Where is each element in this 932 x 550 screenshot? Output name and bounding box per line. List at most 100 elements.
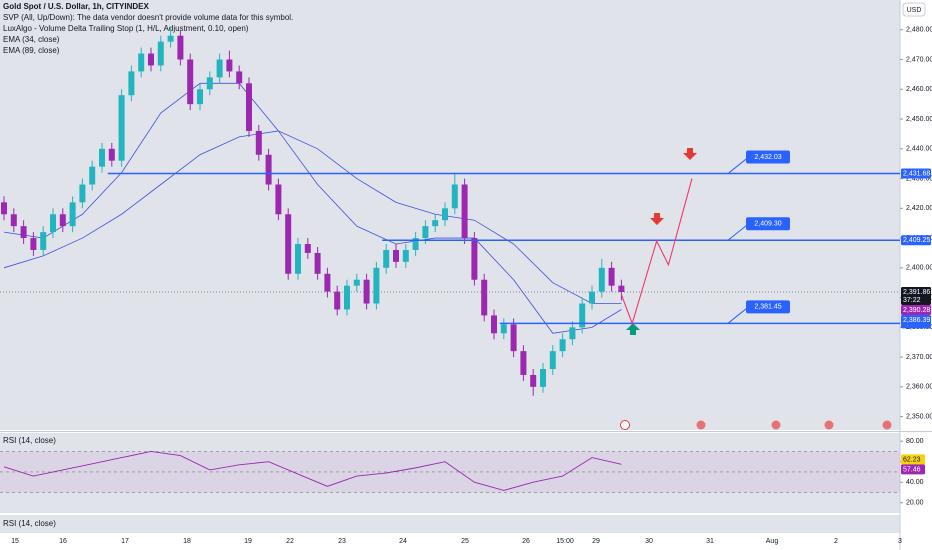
event-icon[interactable] xyxy=(620,420,630,430)
candle-body xyxy=(138,53,145,72)
level-target: 2,432.03 xyxy=(754,154,781,161)
x-tick-label: Aug xyxy=(766,538,779,545)
candle-body xyxy=(422,226,429,239)
candle-body xyxy=(226,59,233,72)
candle-body xyxy=(108,148,115,161)
up-arrow xyxy=(626,323,640,335)
down-arrow xyxy=(683,148,697,160)
x-tick-label: 18 xyxy=(183,538,191,545)
candle-body xyxy=(89,166,96,185)
countdown: 37:22 xyxy=(903,297,921,304)
y-tick-label: 2,470.00 xyxy=(906,56,932,63)
candle-body xyxy=(187,59,194,105)
currency: USD xyxy=(907,7,922,14)
candle-body xyxy=(79,184,86,203)
rsi-tag xyxy=(901,464,925,475)
candle-body xyxy=(1,202,7,215)
last-price-label: 2,391.86 xyxy=(903,289,930,296)
event-icon[interactable] xyxy=(824,420,834,430)
candle-body xyxy=(285,214,292,274)
y-tick-label: 2,450.00 xyxy=(906,116,932,123)
x-tick-label: 2 xyxy=(834,538,838,545)
candle-body xyxy=(69,202,76,227)
candle-body xyxy=(246,83,252,131)
x-tick-label: 24 xyxy=(399,538,407,545)
candle-body xyxy=(402,249,409,262)
candle-body xyxy=(432,220,439,227)
x-tick-label: 22 xyxy=(286,538,294,545)
rsi-title: RSI (14, close) xyxy=(3,436,56,445)
candle-body xyxy=(255,130,262,155)
axis-tag-label: 2,386.39 xyxy=(903,317,930,324)
candle-body xyxy=(265,154,272,185)
down-arrow xyxy=(650,213,664,225)
last-price-tag xyxy=(901,287,931,306)
candle-body xyxy=(618,285,625,293)
candle-body xyxy=(30,238,37,250)
candle-body xyxy=(471,238,478,280)
projection-path xyxy=(620,178,693,326)
candle-body xyxy=(40,232,47,250)
candle-body xyxy=(383,249,390,268)
candle-body xyxy=(373,267,380,304)
candle-body xyxy=(334,291,341,310)
level-tag-label: 2,431.68 xyxy=(903,170,930,177)
x-tick-label: 16 xyxy=(59,538,67,545)
title: Gold Spot / U.S. Dollar, 1h, CITYINDEX xyxy=(3,2,149,11)
rsi-pane-2 xyxy=(0,515,900,533)
indicator: LuxAlgo - Volume Delta Trailing Stop (1,… xyxy=(3,24,249,33)
candle-body xyxy=(236,71,243,84)
y-tick-label: 2,370.00 xyxy=(906,354,932,361)
level-tag xyxy=(901,235,931,246)
arrows xyxy=(650,148,697,225)
candle-body xyxy=(344,285,350,310)
level-target-box xyxy=(746,150,790,164)
x-tick-label: 30 xyxy=(645,538,653,545)
y-tick-label: 2,400.00 xyxy=(906,265,932,272)
x-tick-label: 17 xyxy=(121,538,129,545)
level-target: 2,381.45 xyxy=(754,304,781,311)
candle-body xyxy=(50,214,56,233)
y-tick-label: 2,360.00 xyxy=(906,384,932,391)
event-icon[interactable] xyxy=(771,420,781,430)
candle-body xyxy=(589,291,595,304)
rsi-tag-label: 57.46 xyxy=(903,466,921,473)
rsi-tag-label: 62.23 xyxy=(903,456,921,463)
candle-body xyxy=(197,89,203,105)
y-tick-label: 2,480.00 xyxy=(906,27,932,34)
candle-body xyxy=(177,35,184,60)
candle-body xyxy=(530,374,537,387)
candle-body xyxy=(461,184,468,239)
candle-body xyxy=(20,226,27,239)
candle-body xyxy=(206,77,213,90)
y-tick-label: 2,460.00 xyxy=(906,86,932,93)
indicator: EMA (34, close) xyxy=(3,35,60,44)
candle-body xyxy=(412,238,419,250)
level-connector xyxy=(727,157,749,174)
candle-body xyxy=(324,273,331,292)
event-icon[interactable] xyxy=(696,420,706,430)
x-tick-label: 15 xyxy=(11,538,19,545)
currency-button[interactable] xyxy=(902,2,926,17)
event-icon[interactable] xyxy=(882,420,892,430)
indicator: EMA (89, close) xyxy=(3,46,60,55)
candle-body xyxy=(148,53,154,66)
candle-body xyxy=(569,327,576,340)
candle-body xyxy=(216,59,223,78)
axis-tag xyxy=(901,315,931,326)
x-tick-label: 26 xyxy=(522,538,530,545)
candle-body xyxy=(295,244,301,274)
y-tick-label: 2,350.00 xyxy=(906,413,932,420)
indicator: SVP (All, Up/Down): The data vendor does… xyxy=(3,13,293,22)
candle-body xyxy=(59,214,66,227)
candle-body xyxy=(167,35,174,42)
candle-body xyxy=(353,279,360,286)
x-tick-label: 31 xyxy=(706,538,714,545)
candle-body xyxy=(608,267,615,286)
y-tick-label: 2,420.00 xyxy=(906,205,932,212)
candle-body xyxy=(157,41,164,66)
candle-body xyxy=(275,184,282,215)
level-connector xyxy=(727,223,749,241)
level-tag xyxy=(901,168,931,179)
